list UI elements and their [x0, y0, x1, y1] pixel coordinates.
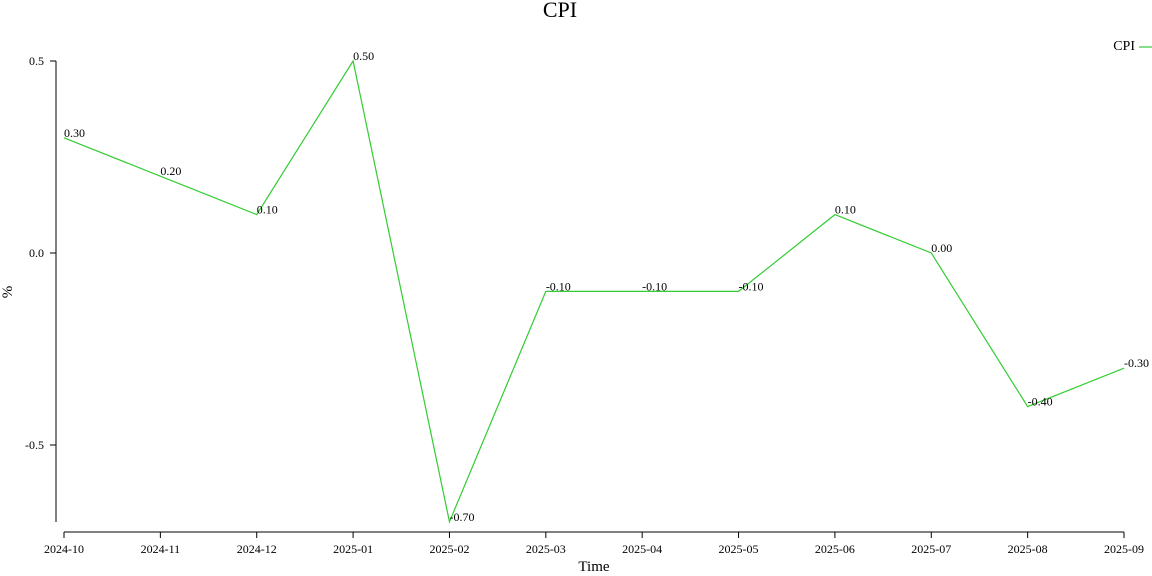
data-label-2025-05: -0.10 — [739, 279, 764, 293]
x-tick-label: 2025-07 — [911, 542, 951, 556]
data-label-2025-01: 0.50 — [353, 49, 374, 63]
data-label-2025-04: -0.10 — [642, 279, 667, 293]
data-label-2025-08: -0.40 — [1028, 395, 1053, 409]
x-tick-label: 2025-01 — [333, 542, 373, 556]
x-tick-label: 2025-08 — [1008, 542, 1048, 556]
data-label-2025-09: -0.30 — [1124, 356, 1149, 370]
x-tick-label: 2024-11 — [141, 542, 181, 556]
data-label-2025-07: 0.00 — [931, 241, 952, 255]
y-axis-label: % — [0, 286, 16, 299]
data-label-2024-11: 0.20 — [160, 164, 181, 178]
chart-title: CPI — [543, 0, 577, 22]
x-tick-label: 2025-03 — [526, 542, 566, 556]
data-label-2025-02: -0.70 — [449, 510, 474, 524]
data-label-2025-06: 0.10 — [835, 203, 856, 217]
x-tick-label: 2025-05 — [719, 542, 759, 556]
y-tick-label: 0.0 — [29, 246, 44, 260]
y-tick-label: 0.5 — [29, 54, 44, 68]
x-tick-label: 2024-12 — [237, 542, 277, 556]
x-tick-label: 2025-04 — [622, 542, 662, 556]
x-tick-label: 2025-09 — [1104, 542, 1144, 556]
data-label-2024-12: 0.10 — [257, 203, 278, 217]
x-tick-label: 2025-02 — [429, 542, 469, 556]
cpi-series-line — [63, 59, 1125, 524]
data-label-2024-10: 0.30 — [64, 126, 85, 140]
x-tick-label: 2025-06 — [815, 542, 855, 556]
legend: CPI — [1113, 39, 1152, 54]
data-label-2025-03: -0.10 — [546, 279, 571, 293]
y-tick-label: -0.5 — [25, 438, 44, 452]
x-axis-label: Time — [578, 559, 609, 575]
legend-label-cpi: CPI — [1113, 39, 1135, 54]
x-tick-label: 2024-10 — [44, 542, 84, 556]
